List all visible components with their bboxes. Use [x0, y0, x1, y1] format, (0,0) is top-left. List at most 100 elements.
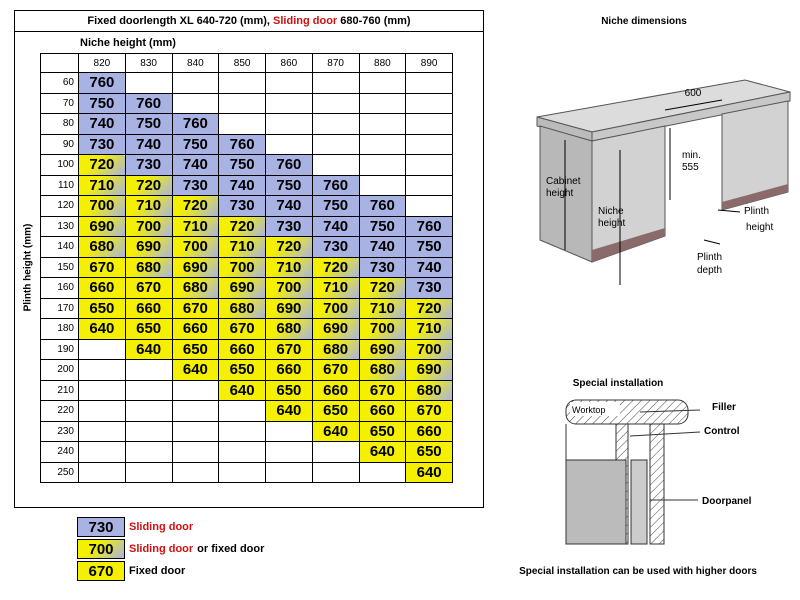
value-cell: 650: [312, 401, 360, 422]
empty-cell: [172, 380, 220, 401]
column-header: 860: [266, 54, 313, 73]
value-cell: 660: [172, 319, 220, 340]
row-header: 100: [41, 155, 79, 176]
value-cell: 740: [359, 237, 407, 258]
dim-plinth-d: [703, 239, 721, 245]
filler-leader: [639, 409, 701, 413]
value-cell: 650: [172, 339, 220, 360]
empty-cell: [219, 442, 266, 463]
empty-cell: [79, 442, 126, 463]
value-cell: 730: [359, 257, 407, 278]
plinth-d-2: depth: [697, 265, 722, 276]
legend-text: Sliding door: [129, 521, 194, 533]
empty-cell: [359, 134, 407, 155]
value-cell: 750: [312, 196, 360, 217]
legend-label: Sliding door: [129, 521, 193, 533]
min-2: 555: [682, 162, 699, 173]
value-cell: 760: [406, 216, 453, 237]
value-cell: 670: [79, 257, 126, 278]
empty-cell: [266, 442, 313, 463]
empty-cell: [359, 155, 407, 176]
value-cell: 690: [312, 319, 360, 340]
empty-cell: [312, 442, 360, 463]
empty-cell: [312, 134, 360, 155]
value-cell: 760: [266, 155, 313, 176]
cabinet: [565, 459, 627, 545]
row-header: 60: [41, 73, 79, 94]
niche-1: Niche: [598, 206, 624, 217]
value-cell: 680: [266, 319, 313, 340]
empty-cell: [406, 93, 453, 114]
column-header: 850: [219, 54, 266, 73]
value-cell: 650: [219, 360, 266, 381]
value-cell: 640: [172, 360, 220, 381]
value-cell: 640: [406, 462, 453, 483]
row-header: 230: [41, 421, 79, 442]
value-cell: 750: [406, 237, 453, 258]
empty-cell: [79, 339, 126, 360]
value-cell: 660: [359, 401, 407, 422]
value-cell: 710: [312, 278, 360, 299]
empty-cell: [172, 401, 220, 422]
niche-title: Niche dimensions: [601, 16, 687, 27]
row-header: 160: [41, 278, 79, 299]
legend-text-rest: or fixed door: [197, 543, 265, 555]
side-panel: [649, 423, 665, 545]
worktop-label: Worktop: [572, 405, 605, 415]
value-cell: 720: [266, 237, 313, 258]
value-cell: 760: [219, 134, 266, 155]
min-1: min.: [682, 150, 701, 161]
row-header: 110: [41, 175, 79, 196]
empty-cell: [79, 462, 126, 483]
value-cell: 680: [406, 380, 453, 401]
plinth-right: [722, 184, 788, 210]
value-cell: 720: [125, 175, 173, 196]
value-cell: 640: [359, 442, 407, 463]
empty-cell: [312, 93, 360, 114]
value-cell: 670: [406, 401, 453, 422]
value-cell: 740: [125, 134, 173, 155]
empty-cell: [172, 421, 220, 442]
value-cell: 750: [359, 216, 407, 237]
value-cell: 760: [172, 114, 220, 135]
worktop-front: [591, 91, 791, 142]
value-cell: 690: [125, 237, 173, 258]
value-cell: 690: [406, 360, 453, 381]
title-row: Fixed doorlength XL 640-720 (mm), Slidin…: [14, 10, 484, 32]
row-header: 130: [41, 216, 79, 237]
legend-swatch: 670: [77, 561, 125, 581]
empty-cell: [312, 73, 360, 94]
value-cell: 640: [312, 421, 360, 442]
value-cell: 720: [219, 216, 266, 237]
value-cell: 680: [219, 298, 266, 319]
value-cell: 740: [266, 196, 313, 217]
row-header: 120: [41, 196, 79, 217]
empty-cell: [79, 421, 126, 442]
value-cell: 650: [266, 380, 313, 401]
value-cell: 730: [172, 175, 220, 196]
row-header: 80: [41, 114, 79, 135]
value-cell: 750: [79, 93, 126, 114]
table-frame: [14, 10, 484, 508]
column-header: 870: [312, 54, 360, 73]
column-header: 840: [172, 54, 220, 73]
value-cell: 680: [359, 360, 407, 381]
empty-cell: [406, 196, 453, 217]
empty-cell: [125, 380, 173, 401]
value-cell: 700: [406, 339, 453, 360]
row-header: 250: [41, 462, 79, 483]
empty-cell: [79, 360, 126, 381]
empty-cell: [125, 462, 173, 483]
empty-cell: [172, 462, 220, 483]
empty-cell: [406, 114, 453, 135]
cabinet-1: Cabinet: [546, 176, 581, 187]
corner-cell: [41, 54, 79, 73]
empty-cell: [359, 175, 407, 196]
y-label: Plinth height (mm): [22, 223, 34, 312]
doorpanel: [630, 459, 648, 545]
title-sliding: Sliding door: [273, 15, 338, 27]
value-cell: 690: [79, 216, 126, 237]
empty-cell: [266, 462, 313, 483]
empty-cell: [125, 73, 173, 94]
row-header: 70: [41, 93, 79, 114]
